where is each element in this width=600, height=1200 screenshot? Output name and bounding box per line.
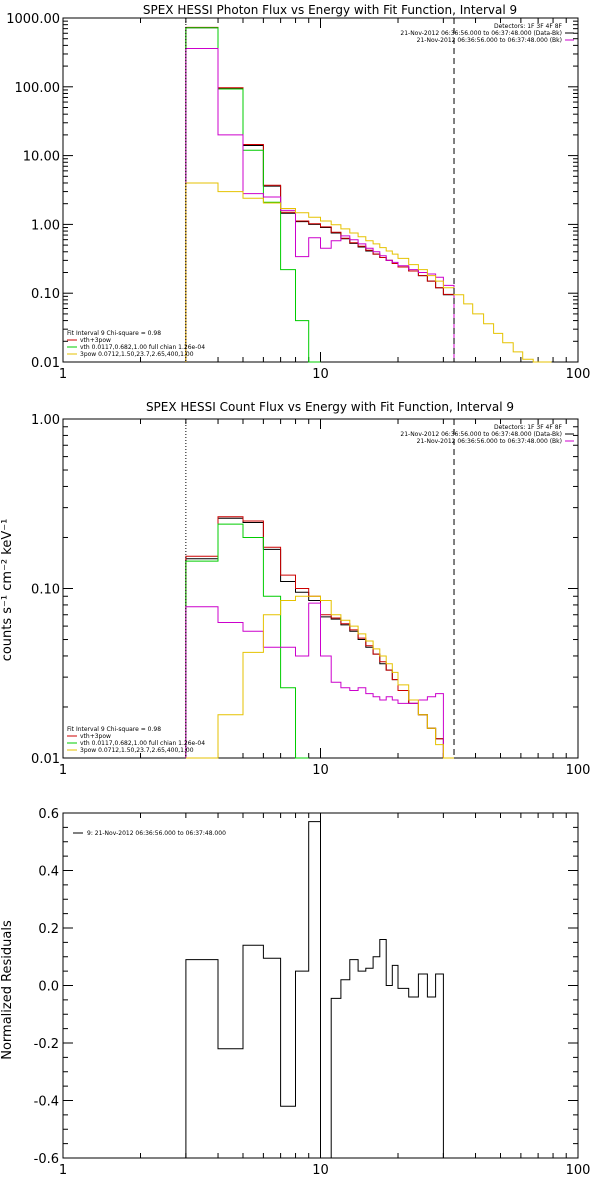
y-tick-label: 1.00 — [31, 413, 60, 428]
legend-text: vth+3pow — [80, 337, 111, 344]
x-tick-label: 1 — [59, 367, 67, 382]
x-tick-label: 1 — [59, 763, 67, 778]
y-tick-label: 1000.00 — [6, 12, 60, 27]
legend-text: 21-Nov-2012 06:36:56.000 to 06:37:48.000… — [400, 30, 562, 37]
photon-flux-panel: SPEX HESSI Photon Flux vs Energy with Fi… — [6, 3, 590, 382]
legend-text: 21-Nov-2012 06:36:56.000 to 06:37:48.000… — [400, 431, 562, 438]
legend-text: Detectors: 1F 3F 4F 8F — [494, 424, 563, 431]
x-tick-label: 10 — [312, 763, 329, 778]
residuals-y-axis-label: Normalized Residuals — [0, 920, 15, 1060]
x-tick-label: 100 — [566, 1163, 591, 1178]
legend-text: Detectors: 1F 3F 4F 8F — [494, 23, 563, 30]
x-tick-label: 100 — [566, 367, 591, 382]
x-tick-label: 1 — [59, 1163, 67, 1178]
legend-text: 3pow 0.0712,1.50,23.7,2.65,400,1.00 — [80, 747, 194, 754]
legend-text: Fit Interval 9 Chi-square = 0.98 — [67, 330, 161, 337]
y-tick-label: -0.6 — [34, 1152, 59, 1167]
power-law-fit-histogram — [185, 595, 454, 759]
legend-text: 21-Nov-2012 06:36:56.000 to 06:37:48.000… — [417, 438, 562, 445]
x-tick-label: 100 — [566, 763, 591, 778]
y-tick-label: 0.6 — [38, 807, 59, 822]
y-tick-label: 0.01 — [31, 752, 60, 767]
count-flux-y-axis-label: counts s⁻¹ cm⁻² keV⁻¹ — [0, 519, 15, 662]
y-tick-label: 0.10 — [31, 583, 60, 598]
plot-frame — [62, 418, 579, 759]
y-tick-label: 10.00 — [23, 150, 60, 165]
thermal-fit-histogram — [185, 27, 321, 363]
y-tick-label: 0.10 — [31, 287, 60, 302]
x-tick-label: 10 — [312, 367, 329, 382]
background-histogram — [185, 48, 455, 362]
count-flux-title: SPEX HESSI Count Flux vs Energy with Fit… — [146, 400, 514, 414]
background-histogram — [185, 602, 444, 758]
power-law-fit-histogram — [185, 182, 552, 363]
residuals-histogram — [185, 821, 454, 1159]
legend-text: vth 0.0117,0.682,1.00 full chian 1.26e-0… — [80, 740, 205, 747]
y-tick-label: -0.4 — [34, 1095, 59, 1110]
total-fit-histogram — [185, 516, 444, 758]
y-tick-label: 0.0 — [38, 980, 59, 995]
y-tick-label: 0.01 — [31, 356, 60, 371]
data-minus-background-histogram — [185, 517, 444, 758]
y-tick-label: -0.2 — [34, 1037, 59, 1052]
y-tick-label: 0.4 — [38, 865, 59, 880]
thermal-fit-histogram — [185, 523, 309, 759]
x-tick-label: 10 — [312, 1163, 329, 1178]
y-tick-label: 0.2 — [38, 922, 59, 937]
total-fit-histogram — [185, 26, 455, 362]
legend-text: vth 0.0117,0.682,1.00 full chian 1.26e-0… — [80, 344, 205, 351]
plot-frame — [62, 17, 579, 363]
data-minus-background-histogram — [185, 27, 455, 362]
legend-text: 21-Nov-2012 06:36:56.000 to 06:37:48.000… — [417, 37, 562, 44]
legend-text: vth+3pow — [80, 733, 111, 740]
residuals-panel: Normalized Residuals 1 10 100 0.6 0.4 0.2 0.0 -… — [0, 807, 590, 1178]
y-tick-label: 1.00 — [31, 218, 60, 233]
y-tick-label: 100.00 — [15, 81, 61, 96]
count-flux-panel: SPEX HESSI Count Flux vs Energy with Fit… — [0, 400, 590, 778]
legend-text: 3pow 0.0712,1.50,23.7,2.65,400,1.00 — [80, 351, 194, 358]
legend-text: Fit Interval 9 Chi-square = 0.98 — [67, 726, 161, 733]
photon-flux-title: SPEX HESSI Photon Flux vs Energy with Fi… — [143, 3, 517, 17]
legend-text: 9: 21-Nov-2012 06:36:56.000 to 06:37:48.… — [87, 830, 226, 837]
